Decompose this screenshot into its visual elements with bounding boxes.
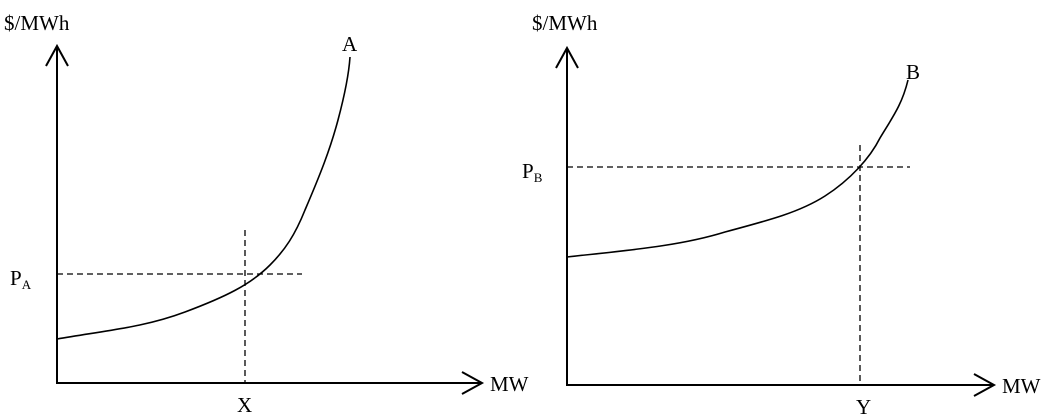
left-x-axis-arrowhead — [461, 371, 485, 395]
right-curve-label: B — [906, 60, 920, 84]
right-y-axis-arrowhead — [555, 45, 579, 69]
supply-curve-a — [56, 56, 351, 340]
right-panel: $/MWh MW B PB Y — [522, 11, 1041, 418]
left-y-axis-arrowhead — [45, 43, 69, 67]
left-x-axis-label: MW — [490, 372, 529, 396]
left-curve-label: A — [342, 32, 358, 56]
right-x-axis-arrowhead — [973, 373, 997, 397]
right-price-label: PB — [522, 159, 543, 185]
left-panel: $/MWh MW A PA X — [4, 11, 529, 417]
left-y-axis-label: $/MWh — [4, 11, 70, 35]
right-y-axis-label: $/MWh — [532, 11, 598, 35]
right-x-axis-label: MW — [1002, 374, 1041, 398]
left-quantity-label: X — [237, 393, 252, 417]
left-price-label: PA — [10, 266, 32, 292]
right-quantity-label: Y — [856, 395, 871, 418]
supply-curve-b — [566, 79, 909, 258]
